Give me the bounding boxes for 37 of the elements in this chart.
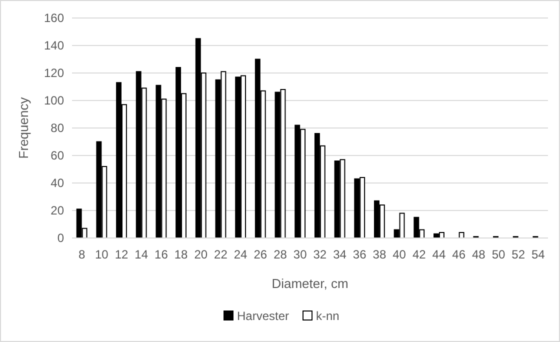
x-axis-title: Diameter, cm [272, 276, 348, 291]
y-tick-label: 160 [44, 10, 64, 25]
x-tick-label: 24 [234, 248, 248, 262]
y-tick-label: 40 [50, 176, 64, 190]
x-tick-label: 36 [352, 248, 367, 262]
x-tick-label: 34 [333, 248, 347, 262]
y-axis-title: Frequency [16, 96, 31, 159]
x-tick-label: 46 [452, 248, 466, 262]
x-tick-label: 16 [154, 248, 168, 262]
x-tick-label: 50 [492, 248, 506, 262]
y-tick-label: 100 [44, 93, 64, 108]
x-tick-label: 28 [274, 248, 288, 262]
x-tick-label: 40 [392, 248, 406, 262]
x-tick-label: 26 [254, 248, 268, 262]
y-tick-label: 60 [50, 148, 64, 162]
x-tick-label: 22 [214, 248, 228, 262]
y-tick-label: 120 [44, 66, 64, 80]
legend-label: Harvester [237, 309, 290, 323]
y-tick-label: 0 [57, 230, 64, 245]
x-tick-label: 18 [174, 248, 188, 262]
legend-label: k-nn [316, 309, 340, 323]
y-tick-label: 20 [50, 203, 64, 218]
x-tick-label: 52 [512, 248, 526, 262]
y-tick-label: 140 [44, 38, 64, 52]
x-tick-label: 32 [313, 248, 327, 262]
x-tick-label: 10 [94, 248, 109, 262]
x-tick-label: 20 [194, 248, 208, 262]
x-tick-label: 44 [432, 248, 446, 262]
x-tick-label: 30 [293, 248, 308, 262]
x-tick-label: 8 [78, 248, 86, 262]
x-tick-label: 38 [372, 248, 386, 262]
y-tick-label: 80 [50, 120, 64, 135]
x-tick-label: 12 [114, 248, 128, 262]
x-tick-label: 14 [134, 248, 148, 262]
x-tick-label: 54 [532, 248, 546, 262]
x-tick-label: 42 [412, 248, 426, 262]
x-tick-label: 48 [472, 248, 486, 262]
